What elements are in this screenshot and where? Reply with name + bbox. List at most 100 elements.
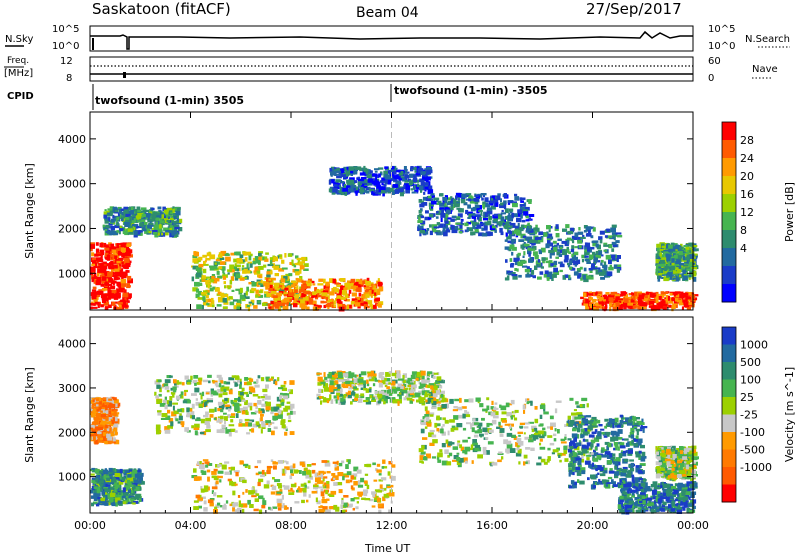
- data-cell: [157, 410, 162, 413]
- data-cell: [209, 408, 215, 413]
- data-cell: [163, 384, 167, 388]
- data-cell: [334, 167, 337, 170]
- data-cell: [151, 214, 157, 219]
- data-cell: [364, 464, 369, 467]
- data-cell: [335, 506, 340, 512]
- data-cell: [403, 184, 406, 190]
- data-cell: [555, 256, 559, 259]
- data-cell: [207, 374, 212, 378]
- data-cell: [221, 464, 227, 470]
- data-cell: [267, 263, 274, 267]
- data-cell: [246, 377, 252, 381]
- data-cell: [387, 174, 390, 178]
- data-cell: [220, 250, 227, 256]
- data-cell: [115, 427, 118, 431]
- data-cell: [255, 493, 260, 496]
- data-cell: [509, 258, 513, 262]
- data-cell: [327, 306, 330, 309]
- data-cell: [164, 429, 171, 434]
- data-cell: [205, 417, 211, 422]
- data-cell: [333, 184, 340, 188]
- data-cell: [451, 229, 458, 234]
- data-cell: [347, 190, 351, 195]
- data-cell: [510, 238, 516, 243]
- data-cell: [102, 432, 106, 437]
- data-cell: [245, 421, 251, 427]
- data-cell: [236, 268, 240, 272]
- data-cell: [359, 167, 365, 172]
- data-cell: [366, 174, 372, 179]
- data-cell: [387, 471, 391, 476]
- data-cell: [510, 225, 513, 229]
- data-cell: [248, 255, 252, 261]
- data-cell: [117, 251, 123, 256]
- data-cell: [503, 193, 507, 198]
- data-cell: [326, 300, 332, 303]
- data-cell: [332, 475, 339, 480]
- data-cell: [155, 395, 160, 399]
- data-cell: [121, 282, 126, 287]
- data-cell: [405, 189, 408, 193]
- data-cell: [417, 215, 423, 218]
- data-cell: [272, 477, 275, 480]
- data-cell: [114, 225, 120, 229]
- data-cell: [664, 262, 668, 268]
- data-cell: [251, 428, 255, 433]
- data-cell: [198, 263, 204, 268]
- data-cell: [126, 243, 131, 247]
- data-cell: [535, 236, 542, 240]
- data-cell: [105, 263, 110, 267]
- data-cell: [216, 270, 220, 275]
- data-cell: [164, 426, 170, 431]
- data-cell: [453, 203, 460, 207]
- data-cell: [292, 296, 295, 301]
- data-cell: [281, 302, 286, 307]
- data-cell: [543, 232, 548, 237]
- data-cell: [526, 266, 530, 271]
- data-cell: [244, 381, 249, 386]
- data-cell: [684, 263, 690, 266]
- data-cell: [494, 228, 497, 231]
- data-cell: [692, 253, 698, 256]
- data-cell: [104, 306, 109, 311]
- data-cell: [688, 275, 691, 280]
- data-cell: [592, 251, 596, 256]
- data-cell: [110, 260, 114, 265]
- data-cell: [481, 232, 488, 237]
- colorbar-frame: [721, 121, 737, 303]
- data-cell: [195, 398, 198, 401]
- data-cell: [91, 429, 96, 433]
- data-cell: [464, 229, 468, 233]
- data-cell: [103, 211, 107, 216]
- data-cell: [378, 173, 381, 178]
- data-cell: [104, 229, 108, 233]
- data-cell: [94, 469, 99, 474]
- data-cell: [288, 492, 295, 495]
- data-cell: [593, 306, 600, 311]
- data-cell: [343, 290, 347, 296]
- data-cell: [124, 470, 130, 473]
- data-cell: [280, 410, 283, 416]
- data-cell: [266, 466, 273, 469]
- data-cell: [518, 274, 522, 278]
- data-cell: [609, 303, 615, 308]
- data-cell: [230, 252, 236, 256]
- data-cell: [270, 300, 274, 305]
- data-cell: [345, 283, 351, 288]
- data-cell: [102, 495, 106, 500]
- data-cell: [165, 214, 169, 219]
- data-cell: [199, 461, 202, 466]
- data-cell: [358, 292, 362, 297]
- data-cell: [372, 304, 377, 309]
- data-cell: [203, 263, 209, 266]
- data-cell: [618, 300, 622, 303]
- data-cell: [513, 257, 519, 262]
- data-cell: [570, 227, 575, 233]
- data-cell: [245, 291, 248, 296]
- data-cell: [436, 222, 440, 226]
- data-cell: [266, 274, 271, 278]
- data-cell: [301, 260, 305, 264]
- data-cell: [110, 211, 113, 216]
- data-cell: [116, 243, 120, 249]
- data-cell: [499, 204, 505, 209]
